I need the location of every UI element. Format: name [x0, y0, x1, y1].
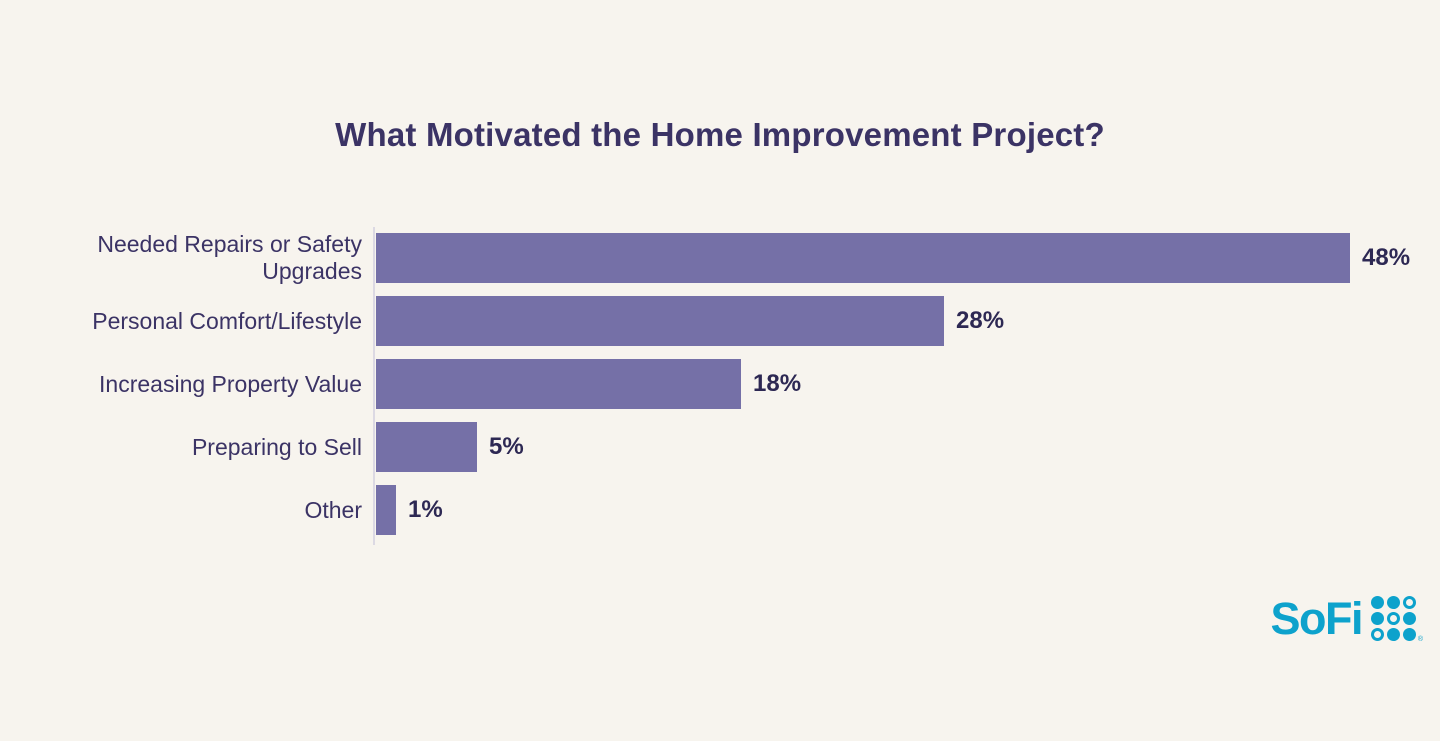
bar: [376, 233, 1350, 283]
bar-row: Other 1%: [0, 485, 1440, 535]
outline-dot: [1403, 596, 1416, 609]
category-label: Needed Repairs or Safety Upgrades: [97, 231, 362, 284]
filled-dot: [1403, 612, 1416, 625]
bar-chart: Needed Repairs or Safety Upgrades 48% Pe…: [0, 227, 1440, 545]
filled-dot: [1371, 596, 1384, 609]
registered-trademark-symbol: ®: [1417, 636, 1423, 643]
sofi-wordmark: SoFi: [1270, 593, 1364, 644]
category-label: Increasing Property Value: [99, 370, 362, 397]
bar-track: 1%: [376, 485, 1440, 535]
bar-track: 18%: [376, 359, 1440, 409]
chart-title: What Motivated the Home Improvement Proj…: [335, 116, 1105, 153]
category-label: Preparing to Sell: [191, 433, 362, 460]
bar-rows: Needed Repairs or Safety Upgrades 48% Pe…: [0, 231, 1440, 535]
bar: [376, 485, 396, 535]
bar-row: Increasing Property Value 18%: [0, 359, 1440, 409]
value-label: 5%: [489, 433, 524, 460]
bar: [376, 359, 741, 409]
bar: [376, 422, 477, 472]
bar: [376, 296, 944, 346]
y-axis-line: [373, 227, 375, 545]
category-label: Other: [304, 496, 362, 523]
filled-dot: [1371, 612, 1384, 625]
sofi-logo: SoFi ®: [1270, 593, 1423, 644]
value-label: 28%: [956, 307, 1005, 334]
category-label: Personal Comfort/Lifestyle: [92, 307, 362, 334]
value-label: 48%: [1362, 244, 1411, 271]
bar-track: 48%: [376, 233, 1440, 283]
bar-row: Personal Comfort/Lifestyle 28%: [0, 296, 1440, 346]
value-label: 1%: [408, 496, 443, 523]
outline-dot: [1387, 612, 1400, 625]
bar-row: Preparing to Sell 5%: [0, 422, 1440, 472]
value-label: 18%: [753, 370, 802, 397]
filled-dot: [1387, 596, 1400, 609]
bar-track: 5%: [376, 422, 1440, 472]
filled-dot: [1387, 628, 1400, 641]
sofi-dot-grid-icon: ®: [1371, 596, 1423, 643]
bar-track: 28%: [376, 296, 1440, 346]
bar-row: Needed Repairs or Safety Upgrades 48%: [0, 231, 1440, 284]
filled-dot: [1403, 628, 1416, 641]
outline-dot: [1371, 628, 1384, 641]
